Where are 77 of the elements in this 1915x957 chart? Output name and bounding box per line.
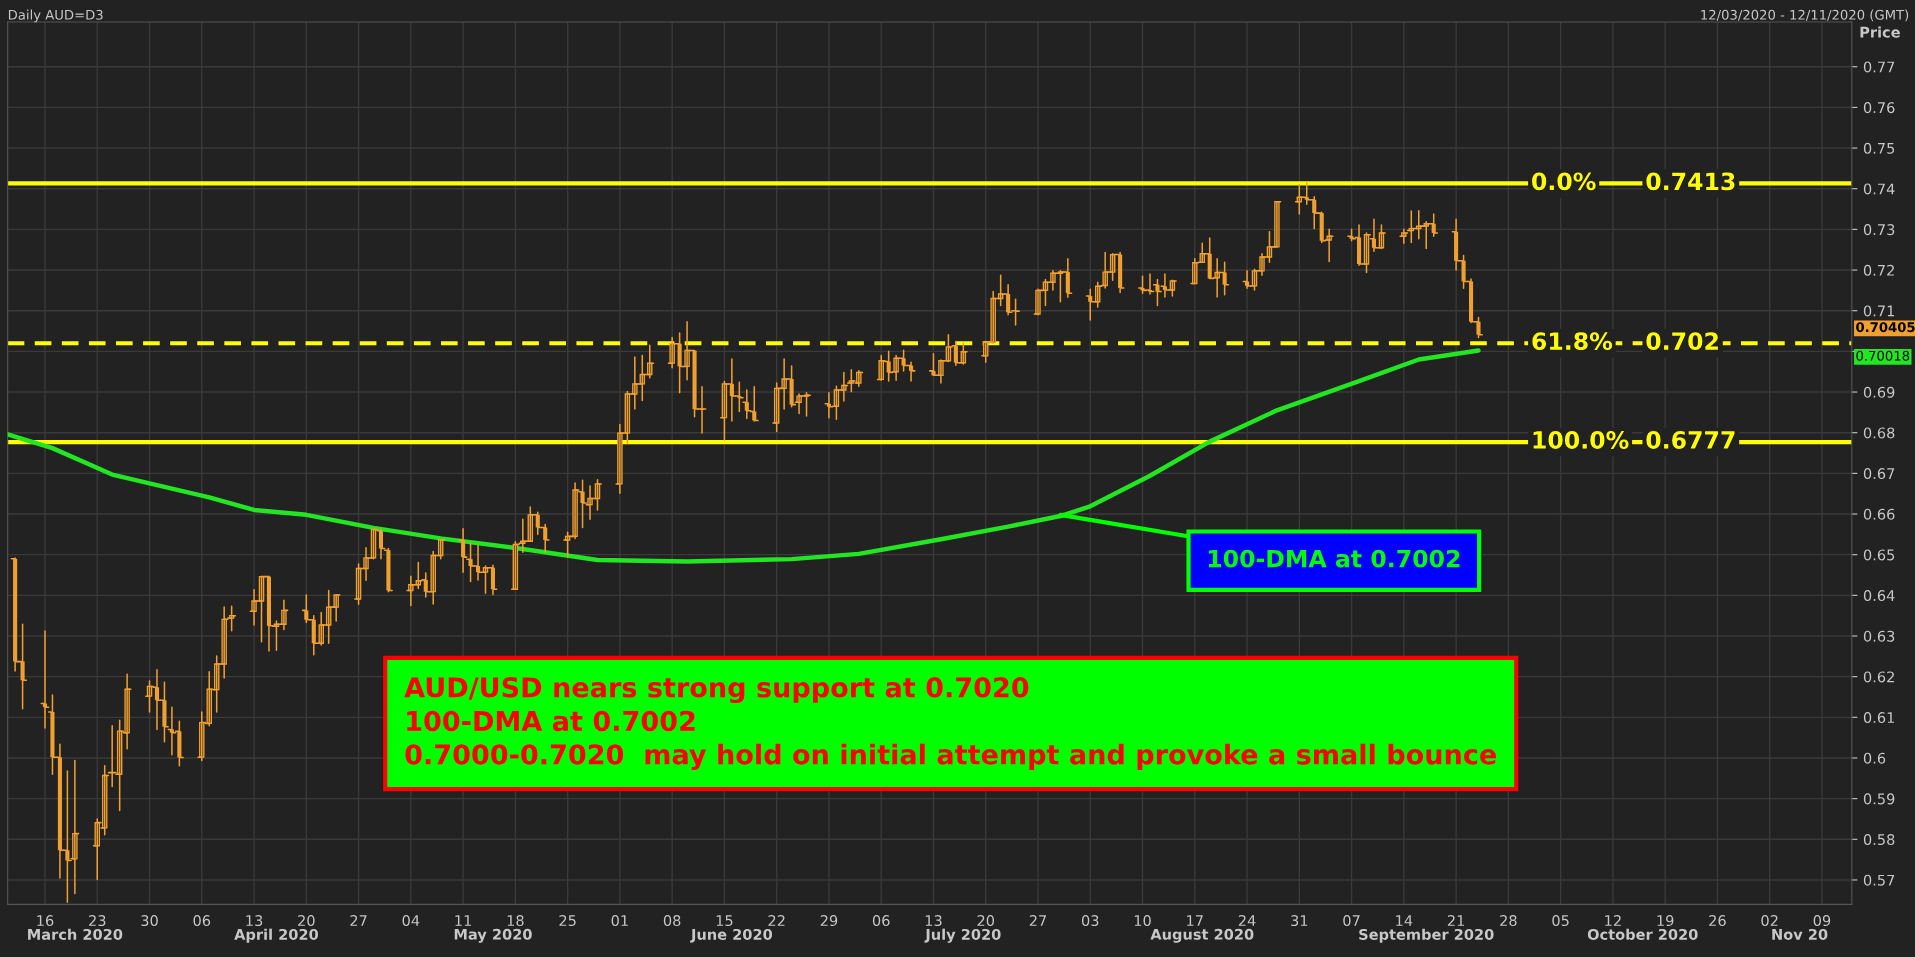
x-tick-label: 28 — [1500, 915, 1517, 927]
x-tick-label: 31 — [1291, 915, 1308, 927]
y-tick-label: 0.63 — [1863, 630, 1895, 642]
x-tick-label: 20 — [977, 915, 995, 927]
x-tick-label: 10 — [1134, 915, 1151, 927]
x-tick-label: 25 — [559, 915, 576, 927]
y-tick-label: 0.67 — [1863, 468, 1895, 480]
x-tick-label: 09 — [1813, 915, 1831, 927]
y-tick-label: 0.59 — [1863, 793, 1895, 805]
x-tick-label: 18 — [507, 915, 524, 927]
x-tick-label: 16 — [37, 915, 54, 927]
x-tick-label: 22 — [768, 915, 785, 926]
x2-tick-label: April 2020 — [234, 928, 319, 943]
ref-line-label: 0.702 — [1646, 332, 1718, 351]
y-tick-label: 0.65 — [1863, 549, 1895, 561]
x-tick-label: 11 — [455, 915, 472, 926]
x2-tick-label: July 2020 — [924, 928, 1001, 943]
y-tick-label: 0.6 — [1863, 752, 1886, 764]
ref-line-label: 0.7413 — [1646, 172, 1735, 191]
y-tick-label: 0.77 — [1863, 61, 1895, 73]
annotation: 100-DMA at 0.7002 — [1208, 549, 1460, 568]
x-tick-label: 19 — [1657, 915, 1674, 927]
x2-tick-label: September 2020 — [1359, 928, 1494, 943]
y-tick-label: 0.68 — [1863, 427, 1895, 439]
x-tick-label: 13 — [246, 915, 263, 927]
x-tick-label: 21 — [1447, 915, 1465, 926]
y-tick-label: 0.73 — [1863, 224, 1895, 236]
x-tick-label: 29 — [820, 915, 838, 927]
annotation: 61.8% — [1532, 332, 1613, 351]
x-tick-label: 15 — [716, 915, 733, 927]
x2-tick-label: June 2020 — [690, 928, 773, 943]
x-tick-label: 14 — [1396, 915, 1413, 926]
y-tick-label: 0.76 — [1863, 102, 1895, 114]
y-axis-title: Price — [1860, 26, 1900, 38]
y-tick-label: 0.62 — [1863, 671, 1894, 683]
ref-line-label: 0.6777 — [1646, 431, 1735, 449]
x-tick-label: 08 — [663, 915, 681, 927]
x-tick-label: 01 — [611, 915, 628, 927]
y-tick-label: 0.71 — [1863, 305, 1895, 317]
x2-tick-label: May 2020 — [454, 928, 532, 943]
y-tick-label: 0.61 — [1863, 712, 1895, 724]
x-tick-label: 24 — [1238, 915, 1256, 926]
x-tick-label: 04 — [402, 915, 420, 927]
y-tick-label: 0.74 — [1863, 183, 1895, 195]
annotation: 100.0% — [1533, 431, 1629, 449]
y-tick-label: 0.69 — [1863, 386, 1895, 398]
x2-tick-label: August 2020 — [1150, 928, 1254, 943]
y-tick-label: 0.75 — [1863, 142, 1895, 154]
x-tick-label: 12 — [1605, 915, 1621, 926]
text: 0.70018 — [1856, 350, 1910, 361]
x2-tick-label: October 2020 — [1587, 928, 1698, 940]
x-tick-label: 27 — [1029, 915, 1047, 926]
chart-title: Daily AUD=D3 — [8, 9, 103, 23]
x-tick-label: 06 — [193, 915, 211, 927]
y-tick-label: 0.64 — [1863, 590, 1895, 602]
x-tick-label: 02 — [1761, 915, 1778, 927]
x-tick-label: 30 — [141, 915, 158, 927]
x2-tick-label: Nov 20 — [1772, 928, 1828, 940]
y-tick-label: 0.57 — [1863, 874, 1895, 886]
y-tick-label: 0.72 — [1863, 264, 1894, 276]
x-tick-label: 06 — [872, 915, 890, 927]
y-tick-label: 0.58 — [1863, 834, 1895, 846]
x-tick-label: 17 — [1187, 915, 1203, 926]
x-tick-label: 26 — [1709, 915, 1726, 927]
y-tick-label: 0.66 — [1863, 508, 1895, 520]
annotation: 0.0% — [1532, 172, 1596, 191]
x-tick-label: 03 — [1081, 915, 1099, 927]
text: 0.70405 — [1856, 322, 1915, 333]
chart-subtitle: 12/03/2020 - 12/11/2020 (GMT) — [1701, 9, 1909, 22]
x-tick-label: 13 — [925, 915, 942, 927]
annotation: AUD/USD nears strong support at 0.7020 100-DMA at 0.7002 0.7000-0.7020 may hold on initial attempt and provoke a small bounce — [404, 677, 1496, 771]
x2-tick-label: March 2020 — [28, 928, 123, 940]
x-tick-label: 23 — [89, 915, 106, 927]
x-tick-label: 20 — [298, 915, 315, 927]
x-tick-label: 05 — [1552, 915, 1569, 927]
x-tick-label: 27 — [350, 915, 367, 926]
x-tick-label: 07 — [1343, 915, 1360, 927]
